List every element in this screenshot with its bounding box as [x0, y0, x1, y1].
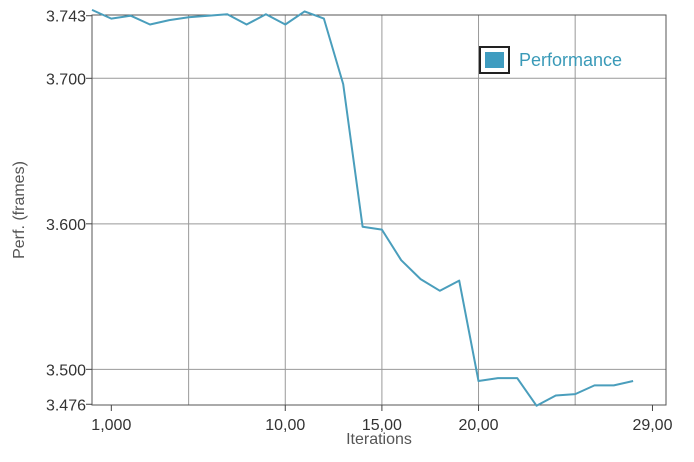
series-line-performance: [91, 8, 634, 407]
y-axis-title: Perf. (frames): [11, 161, 28, 259]
y-tick-label: 3.743: [46, 9, 86, 26]
plot-area-frame: [91, 14, 667, 406]
x-tick-label: 1,000: [91, 417, 131, 434]
legend-swatch-border: [479, 46, 510, 74]
y-tick-label: 3.476: [46, 397, 86, 414]
x-axis-title: Iterations: [346, 431, 412, 448]
y-tick-label: 3.700: [46, 71, 86, 88]
x-tick-label: 15,00: [362, 417, 402, 434]
legend: Performance: [479, 46, 622, 74]
legend-swatch: [485, 52, 504, 68]
y-axis-ticks: 3.743 3.700 3.600 3.500 3.476: [46, 9, 92, 414]
legend-label: Performance: [519, 50, 622, 70]
series-layer: [91, 8, 634, 407]
x-tick-label: 20,00: [459, 417, 499, 434]
x-tick-label: 10,00: [265, 417, 305, 434]
x-axis-ticks: 1,000 10,00 15,00 20,00 29,00: [91, 405, 673, 434]
x-tick-label: 29,00: [632, 417, 672, 434]
y-tick-label: 3.600: [46, 217, 86, 234]
y-tick-label: 3.500: [46, 362, 86, 379]
grid-lines: [92, 15, 666, 405]
